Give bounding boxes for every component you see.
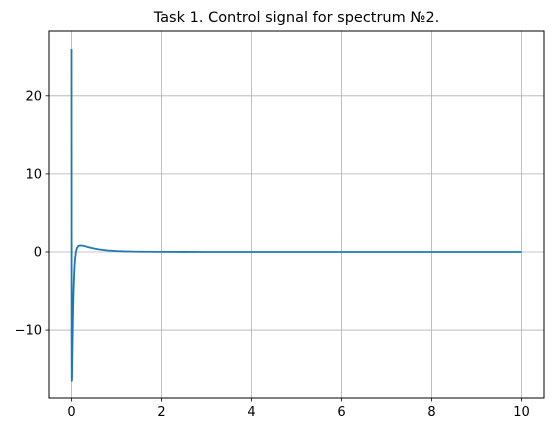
x-tick-label: 10	[513, 405, 530, 420]
x-tick-label: 4	[247, 405, 255, 420]
y-tick-label: 10	[25, 167, 42, 182]
y-tick-label: 0	[34, 245, 42, 260]
x-tick-label: 6	[337, 405, 345, 420]
y-tick-label: −10	[15, 324, 42, 339]
x-tick-label: 8	[427, 405, 435, 420]
series-layer	[70, 48, 522, 382]
chart-title: Task 1. Control signal for spectrum №2.	[153, 10, 440, 26]
x-tick-label: 0	[67, 405, 75, 420]
grid	[49, 31, 544, 398]
plot-frame	[48, 30, 545, 399]
series-line	[70, 48, 522, 382]
y-tick-label: 20	[25, 89, 42, 104]
x-tick-label: 2	[157, 405, 165, 420]
ticks: 0 2 4 6 8 10 −10 0 10 20	[15, 89, 530, 420]
